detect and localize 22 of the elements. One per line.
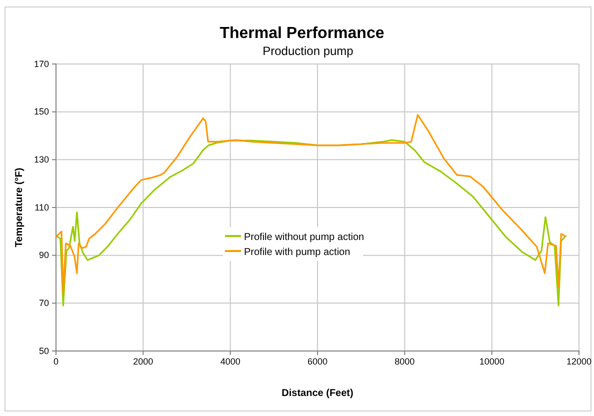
- y-tick-label: 70: [38, 298, 49, 308]
- chart-title: Thermal Performance: [220, 25, 384, 42]
- x-tick-label: 0: [53, 356, 59, 366]
- x-tick-label: 2000: [133, 356, 154, 366]
- x-tick-label: 6000: [307, 356, 328, 366]
- y-tick-label: 90: [38, 250, 49, 260]
- y-axis-title: Temperature (°F): [14, 168, 25, 248]
- chart-subtitle: Production pump: [262, 44, 354, 58]
- y-tick-label: 170: [34, 58, 49, 69]
- y-tick-label: 110: [34, 202, 49, 212]
- legend-label: Profile with pump action: [244, 247, 350, 258]
- y-tick-label: 150: [34, 106, 49, 117]
- x-tick-label: 10000: [479, 356, 504, 366]
- y-tick-label: 50: [38, 346, 49, 356]
- x-tick-label: 12000: [566, 356, 592, 366]
- y-tick-label: 130: [34, 154, 49, 165]
- line-series: [56, 139, 566, 306]
- line-series: [56, 114, 566, 294]
- x-axis-title: Distance (Feet): [282, 388, 354, 399]
- x-tick-label: 8000: [394, 356, 415, 366]
- x-tick-label: 4000: [220, 356, 240, 366]
- legend-label: Profile without pump action: [244, 232, 364, 243]
